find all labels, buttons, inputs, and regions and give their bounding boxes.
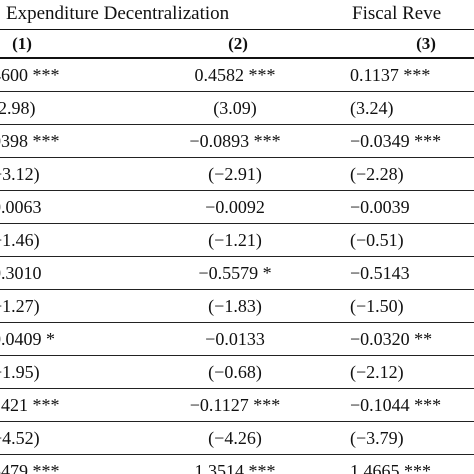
- group-header-fiscal-revenue: Fiscal Reve: [352, 3, 442, 24]
- table-cell: 5479 ***: [0, 454, 120, 474]
- table-row: (2.98)(3.09)(3.24): [0, 91, 474, 125]
- table-cell: 0.0063: [0, 190, 120, 224]
- table-cell: −0.0893 ***: [120, 124, 350, 158]
- table-cell: −0.0349 ***: [350, 124, 474, 158]
- table-row: 0.0409 *−0.0133−0.0320 **: [0, 322, 474, 356]
- table-row: 4600 ***0.4582 ***0.1137 ***: [0, 59, 474, 92]
- column-number-1: (1): [12, 34, 32, 53]
- table-cell: 0.3010: [0, 256, 120, 290]
- table-cell: −0.0133: [120, 322, 350, 356]
- table-cell: 1.3514 ***: [120, 454, 350, 474]
- table-cell: (−1.83): [120, 289, 350, 323]
- table-cell: 1.4665 ***: [350, 454, 474, 474]
- table-row: −4.52)(−4.26)(−3.79): [0, 421, 474, 455]
- table-row: −1.46)(−1.21)(−0.51): [0, 223, 474, 257]
- header-rule: [0, 29, 474, 30]
- group-header-row: Expenditure Decentralization Fiscal Reve: [0, 0, 474, 30]
- table-cell: −0.1127 ***: [120, 388, 350, 422]
- column-number-row: (1) (2) (3): [0, 31, 474, 57]
- table-row: 5479 ***1.3514 ***1.4665 ***: [0, 454, 474, 474]
- table-cell: 0.1137 ***: [350, 59, 474, 92]
- table-row: 0.3010−0.5579 *−0.5143: [0, 256, 474, 290]
- table-cell: −1.95): [0, 355, 120, 389]
- table-cell: −0.0092: [120, 190, 350, 224]
- table-cell: −4.52): [0, 421, 120, 455]
- table-row: −1.95)(−0.68)(−2.12): [0, 355, 474, 389]
- table-cell: (−0.51): [350, 223, 474, 257]
- table-cell: 0.4582 ***: [120, 59, 350, 92]
- table-cell: (−0.68): [120, 355, 350, 389]
- table-row: 0.0063−0.0092−0.0039: [0, 190, 474, 224]
- table-cell: −1.46): [0, 223, 120, 257]
- table-cell: 0398 ***: [0, 124, 120, 158]
- group-header-expenditure: Expenditure Decentralization: [6, 3, 230, 24]
- column-number-2: (2): [228, 34, 248, 53]
- column-number-3: (3): [416, 34, 436, 53]
- table-cell: −0.0039: [350, 190, 474, 224]
- table-row: −3.12)(−2.91)(−2.28): [0, 157, 474, 191]
- table-cell: −3.12): [0, 157, 120, 191]
- table-row: 1421 ***−0.1127 ***−0.1044 ***: [0, 388, 474, 422]
- table-cell: (−3.79): [350, 421, 474, 455]
- table-row: 0398 ***−0.0893 ***−0.0349 ***: [0, 124, 474, 158]
- table-cell: −0.1044 ***: [350, 388, 474, 422]
- table-cell: (−4.26): [120, 421, 350, 455]
- table-cell: −0.5579 *: [120, 256, 350, 290]
- table-cell: (−2.12): [350, 355, 474, 389]
- regression-table: 4600 ***0.4582 ***0.1137 *** (2.98)(3.09…: [0, 59, 474, 474]
- table-cell: −1.27): [0, 289, 120, 323]
- table-cell: 0.0409 *: [0, 322, 120, 356]
- table-cell: −0.5143: [350, 256, 474, 290]
- table-cell: −0.0320 **: [350, 322, 474, 356]
- table-cell: 1421 ***: [0, 388, 120, 422]
- table-cell: 4600 ***: [0, 59, 120, 92]
- table-cell: (−2.28): [350, 157, 474, 191]
- table-cell: (3.24): [350, 91, 474, 125]
- table-cell: (3.09): [120, 91, 350, 125]
- table-cell: (−1.50): [350, 289, 474, 323]
- table-cell: (2.98): [0, 91, 120, 125]
- table-row: −1.27)(−1.83)(−1.50): [0, 289, 474, 323]
- table-cell: (−2.91): [120, 157, 350, 191]
- header-bottom-rule: [0, 57, 474, 59]
- table-cell: (−1.21): [120, 223, 350, 257]
